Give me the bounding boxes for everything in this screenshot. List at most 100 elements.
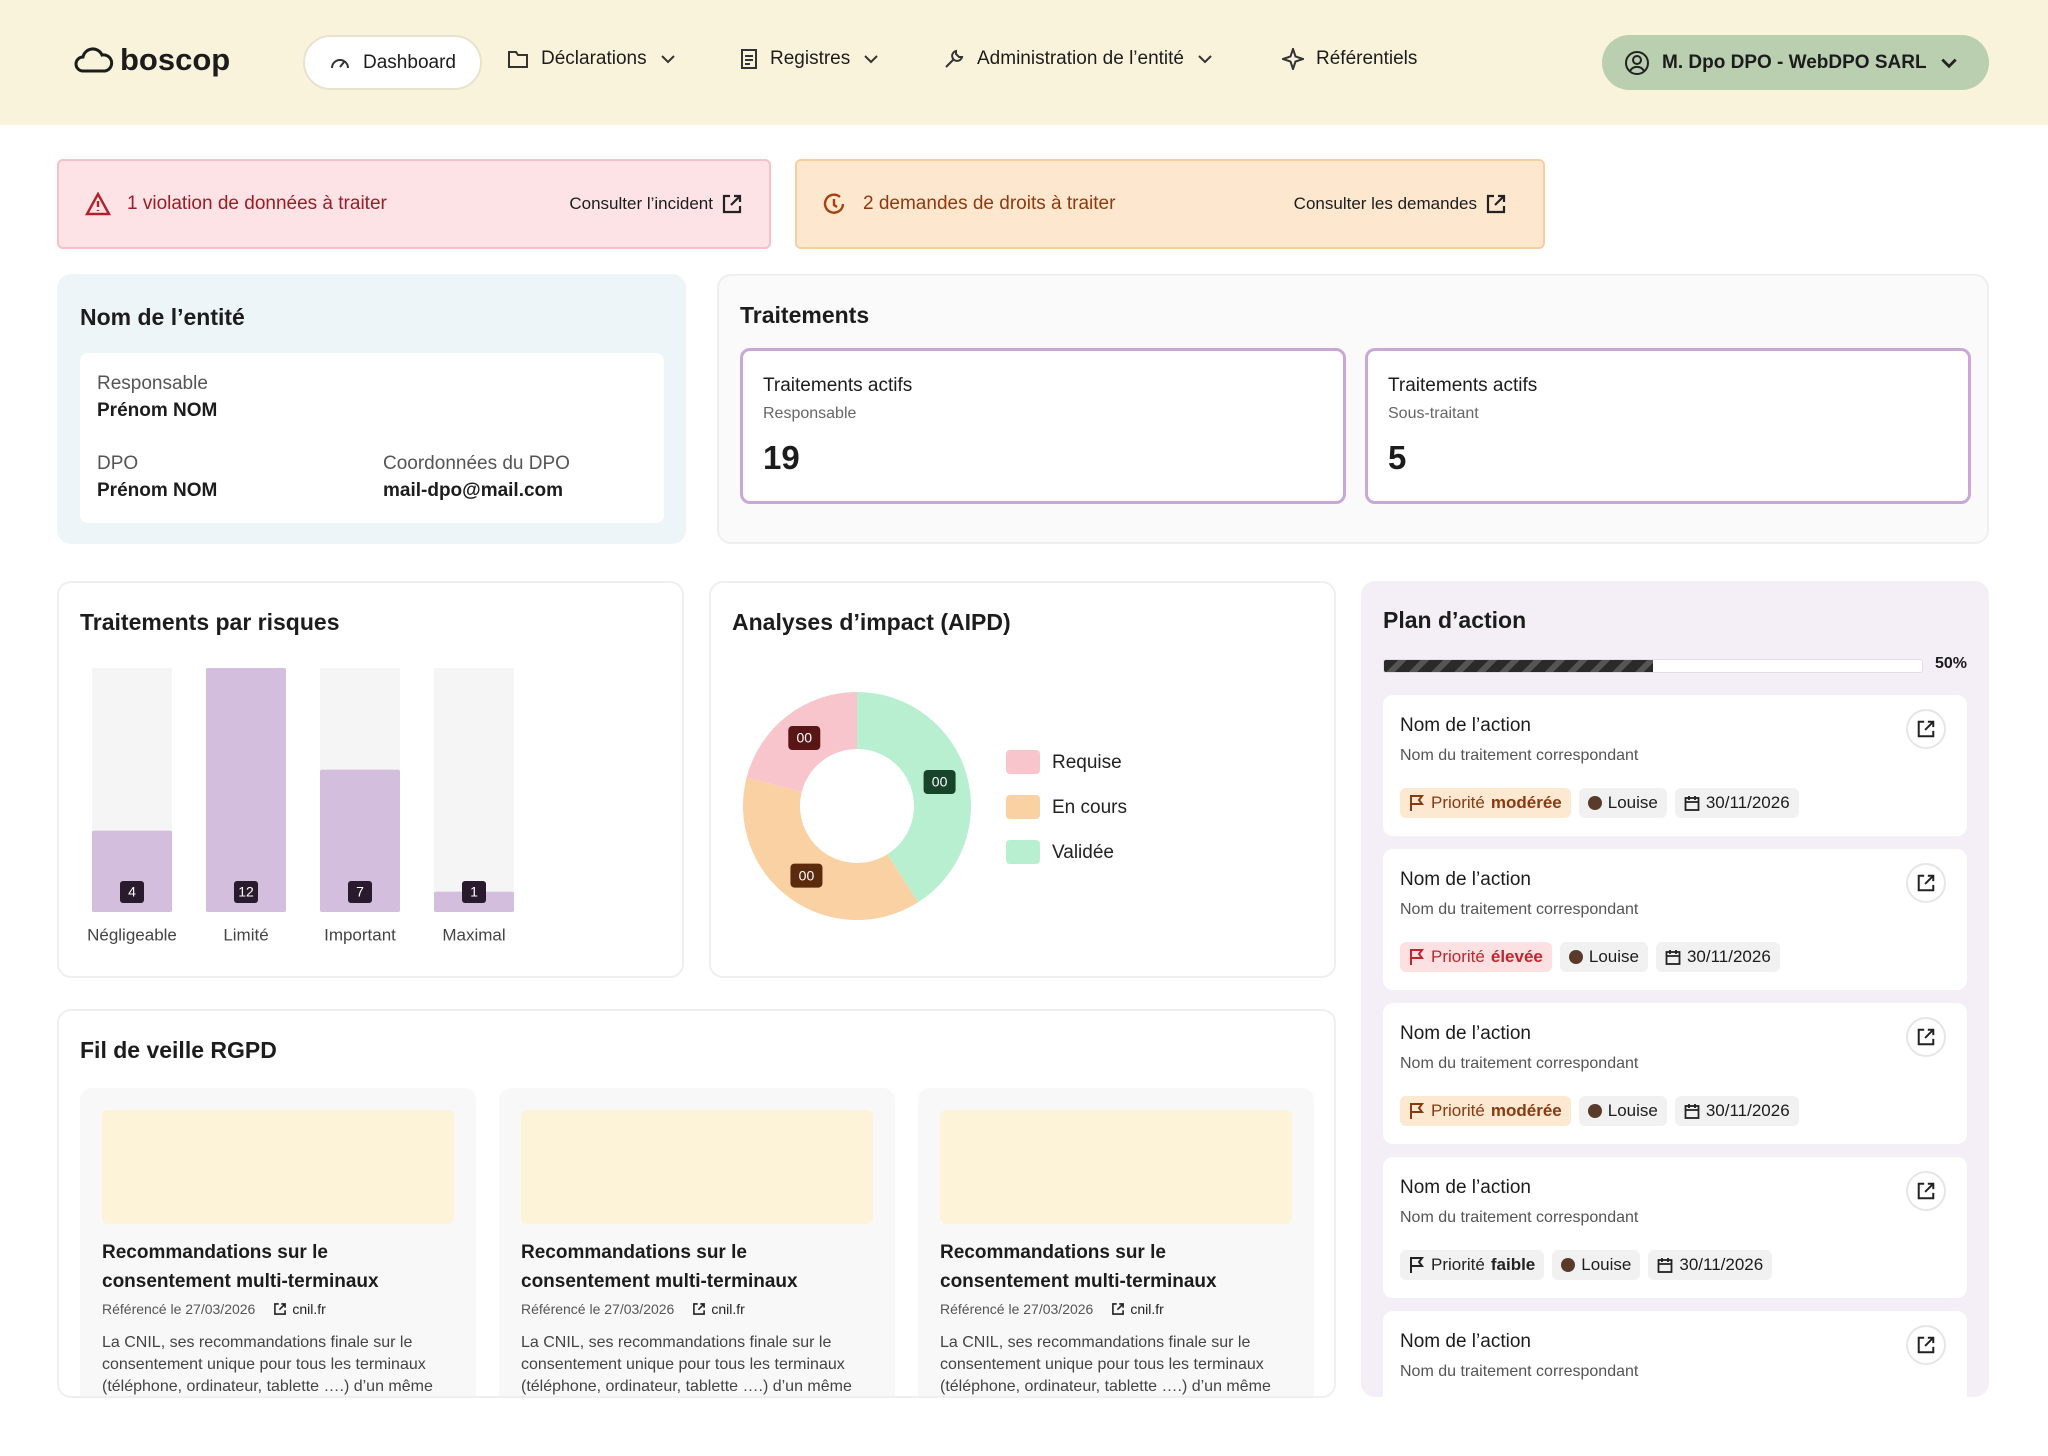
alert-link[interactable]: Consulter l’incident (569, 194, 713, 213)
news-meta: Référencé le 27/03/2026 cnil.fr (102, 1301, 326, 1317)
action-title: Nom de l’action (1400, 1331, 1531, 1352)
card-title: Traitements par risques (80, 609, 340, 635)
action-title: Nom de l’action (1400, 715, 1531, 736)
news-item[interactable]: Recommandations sur le consentement mult… (80, 1088, 476, 1396)
owner-chip: Louise (1578, 788, 1667, 818)
alert-requests: 2 demandes de droits à traiter Consulter… (795, 159, 1545, 249)
segment-badge-label: 00 (799, 867, 815, 883)
icon (741, 49, 757, 69)
news-title: Recommandations sur le consentement mult… (102, 1242, 379, 1292)
plan-card: Plan d’action 50% Nom de l’action Nom du t… (1361, 581, 1989, 1397)
alert-link[interactable]: Consulter les demandes (1293, 194, 1477, 213)
priority-chip: Priorité modérée (1400, 1096, 1571, 1126)
owner: Louise (1607, 793, 1658, 812)
external-link[interactable] (1906, 1017, 1946, 1057)
nav-administration[interactable]: Administration de l’entité (943, 48, 1214, 70)
progress-fill (1384, 660, 1653, 672)
icon (1410, 795, 1424, 811)
logo-icon (74, 47, 114, 73)
action-title: Nom de l’action (1400, 869, 1531, 890)
legend-swatch (1006, 840, 1040, 864)
icon (85, 192, 111, 216)
bar (92, 830, 172, 912)
segment-badge (788, 726, 821, 751)
chevron (1940, 58, 1957, 68)
icon (1917, 874, 1935, 892)
nav-label: Référentiels (1316, 48, 1418, 69)
priority-level: faible (1490, 1255, 1536, 1274)
nav-declarations[interactable]: Déclarations (507, 48, 677, 70)
entity-details: Responsable Prénom NOM DPO Prénom NOM Co… (80, 353, 664, 523)
action-card: Nom de l’action Nom du traitement corresp… (1383, 695, 1967, 836)
aipd-chart: 00 Requise 00 En cours 00 Validée (743, 692, 1127, 920)
news-date: Référencé le 27/03/2026 (102, 1301, 256, 1317)
external-link[interactable] (1906, 863, 1946, 903)
action-title: Nom de l’action (1400, 1177, 1531, 1198)
stat-subtitle: Responsable (763, 405, 857, 422)
user-menu[interactable]: M. Dpo DPO - WebDPO SARL (1602, 35, 1989, 90)
date: 30/11/2026 (1679, 1255, 1764, 1274)
owner-chip: Louise (1552, 1250, 1641, 1280)
nav-label: Registres (770, 48, 851, 69)
date: 30/11/2026 (1686, 947, 1771, 966)
nav-dashboard[interactable]: Dashboard (303, 35, 482, 90)
icon (1917, 720, 1935, 738)
icon (1486, 194, 1506, 214)
value-label: 1 (470, 884, 478, 900)
owner: Louise (1581, 1255, 1632, 1274)
icon (1410, 1257, 1424, 1273)
value-label: 4 (128, 884, 136, 900)
news-item[interactable]: Recommandations sur le consentement mult… (918, 1088, 1314, 1396)
segment-badge-label: 00 (797, 730, 813, 746)
news-meta: Référencé le 27/03/2026 cnil.fr (940, 1301, 1164, 1317)
icon (1657, 1258, 1673, 1273)
action-card: Nom de l’action Nom du traitement corresp… (1383, 1003, 1967, 1144)
action-card: Nom de l’action Nom du traitement corresp… (1383, 1157, 1967, 1298)
card-title: Analyses d’impact (AIPD) (732, 609, 1011, 635)
action-subtitle: Nom du traitement correspondant (1400, 901, 1639, 918)
legend-label: En cours (1052, 797, 1127, 818)
treatments-card: Traitements Traitements actifs Responsabl… (717, 274, 1989, 544)
priority-prefix: Priorité (1431, 1255, 1485, 1274)
category-label: Limité (223, 925, 268, 944)
news-source-label: cnil.fr (292, 1301, 326, 1317)
bar (206, 668, 286, 912)
category-label: Maximal (442, 925, 505, 944)
icon (1917, 1028, 1935, 1046)
card-title: Traitements (740, 302, 870, 328)
priority-level: modérée (1490, 1101, 1562, 1120)
stat-subtitle: Sous-traitant (1388, 405, 1479, 422)
field-label: Responsable (97, 373, 208, 394)
icon (823, 193, 845, 214)
external-link[interactable] (1906, 709, 1946, 749)
header: boscop Dashboard Déclarations Registres … (0, 0, 2048, 125)
nav-label: Dashboard (363, 51, 456, 73)
nav-referentiels[interactable]: Référentiels (1282, 48, 1417, 70)
external-link[interactable] (1906, 1171, 1946, 1211)
action-subtitle: Nom du traitement correspondant (1400, 1055, 1639, 1072)
card-title: Plan d’action (1383, 607, 1527, 633)
avatar (1587, 796, 1602, 810)
news-card: Fil de veille RGPD Recommandations sur l… (57, 1009, 1336, 1398)
entity-card: Nom de l’entité Responsable Prénom NOM D… (57, 274, 686, 544)
icon (1665, 950, 1681, 965)
action-subtitle: Nom du traitement correspondant (1400, 1363, 1639, 1380)
news-source-label: cnil.fr (1130, 1301, 1164, 1317)
category-label: Important (324, 925, 396, 944)
external-link[interactable] (1906, 1325, 1946, 1365)
date: 30/11/2026 (1705, 793, 1790, 812)
logo[interactable]: boscop (74, 42, 230, 78)
priority-level: modérée (1490, 793, 1562, 812)
date-chip: 30/11/2026 (1648, 1250, 1773, 1280)
news-source: cnil.fr (692, 1301, 745, 1317)
news-title: Recommandations sur le consentement mult… (940, 1242, 1217, 1292)
chips: Priorité élevée Louise 30/11/2026 (1400, 942, 1788, 972)
user-name: M. Dpo DPO - WebDPO SARL (1662, 51, 1927, 73)
stat-title: Traitements actifs (763, 375, 913, 396)
chevron (1198, 55, 1212, 64)
news-image (940, 1110, 1292, 1224)
icon (1410, 1103, 1424, 1119)
field-value: Prénom NOM (97, 480, 218, 501)
news-item[interactable]: Recommandations sur le consentement mult… (499, 1088, 895, 1396)
nav-registres[interactable]: Registres (740, 48, 880, 70)
